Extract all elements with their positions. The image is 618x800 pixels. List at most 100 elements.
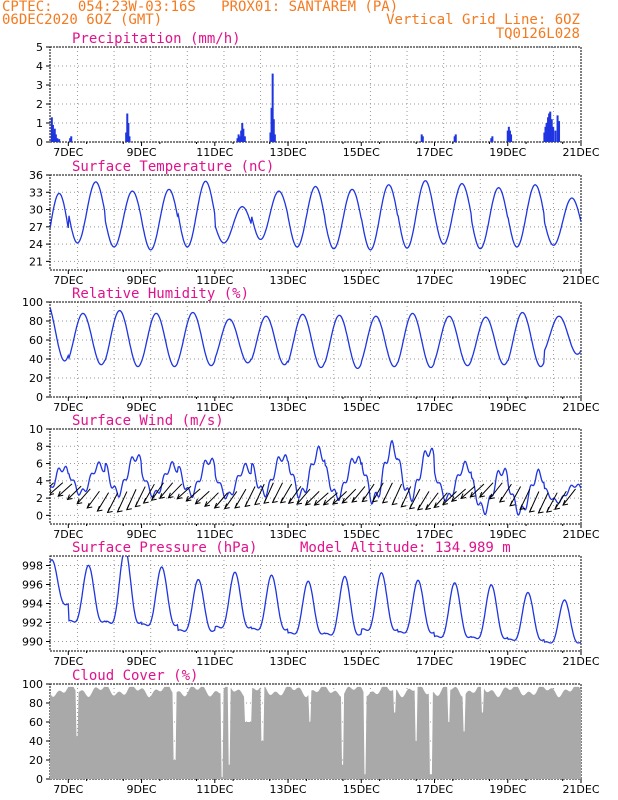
- wind-arrowhead: [279, 497, 286, 504]
- precip-bar: [490, 138, 493, 142]
- precip-bar: [70, 136, 73, 142]
- wind-arrowhead: [498, 496, 505, 503]
- precip-title: Precipitation (mm/h): [72, 31, 241, 47]
- precip-bar: [454, 134, 457, 142]
- pres-ytick-label: 994: [22, 598, 43, 611]
- wind-arrowhead: [400, 501, 407, 508]
- wind-ytick-label: 2: [36, 492, 43, 505]
- pres-frame: [49, 555, 582, 652]
- wind-arrow: [417, 491, 430, 511]
- precip-xtick-label: 9DEC: [126, 146, 156, 159]
- wind-arrow: [204, 492, 219, 507]
- temp-ytick-label: 21: [29, 255, 43, 268]
- rh-ytick-label: 20: [29, 372, 43, 385]
- rh-frame: [49, 301, 582, 398]
- rh-ytick-label: 40: [29, 353, 43, 366]
- wind-arrowhead: [244, 501, 251, 508]
- precip-bar: [548, 113, 551, 142]
- pres-title: Surface Pressure (hPa): [72, 540, 257, 556]
- precip-bar: [126, 113, 129, 142]
- wind-arrowhead: [106, 507, 113, 514]
- wind-arrow: [224, 491, 238, 509]
- precip-bar: [270, 107, 273, 142]
- wind-arrowhead: [545, 506, 552, 513]
- wind-arrowhead: [460, 493, 467, 500]
- wind-arrowhead: [254, 499, 260, 506]
- wind-arrowhead: [381, 497, 388, 504]
- pres-ytick-label: 996: [22, 579, 43, 592]
- wind-arrow: [314, 492, 329, 506]
- precip-xtick-label: 21DEC: [562, 146, 599, 159]
- wind-arrow: [341, 488, 357, 504]
- wind-arrow: [195, 490, 210, 505]
- wind-arrowhead: [408, 503, 415, 510]
- precip-bar: [52, 132, 55, 142]
- precip-bar: [453, 136, 456, 142]
- wind-arrow: [185, 488, 201, 502]
- wind-arrowhead: [287, 498, 294, 504]
- wind-arrowhead: [478, 491, 485, 498]
- wind-arrowhead: [433, 502, 440, 509]
- precip-bar: [491, 136, 494, 142]
- pres-annotation: Model Altitude: 134.989 m: [300, 540, 511, 556]
- precip-ytick-label: 2: [36, 98, 43, 111]
- precip-bar: [544, 126, 547, 142]
- wind-arrow: [562, 488, 576, 506]
- wind-arrowhead: [341, 497, 348, 504]
- wind-arrowhead: [158, 493, 165, 499]
- temp-title: Surface Temperature (nC): [72, 159, 274, 175]
- wind-arrowhead: [185, 495, 192, 502]
- wind-xtick-label: 21DEC: [562, 528, 599, 541]
- precip-bar: [236, 138, 239, 142]
- rh-xtick-label: 9DEC: [126, 401, 156, 414]
- precip-bar: [420, 134, 423, 142]
- wind-series: [50, 439, 581, 516]
- wind-arrowhead: [528, 506, 535, 513]
- wind-arrowhead: [223, 503, 230, 510]
- precip-bar: [506, 130, 509, 142]
- wind-arrow: [433, 492, 448, 508]
- wind-arrowhead: [322, 499, 329, 506]
- wind-xtick-label: 7DEC: [53, 528, 83, 541]
- wind-arrow: [280, 483, 293, 503]
- wind-arrow: [151, 482, 164, 501]
- cloud-title: Cloud Cover (%): [72, 668, 198, 684]
- temp-xtick-label: 11DEC: [196, 274, 233, 287]
- temp-ytick-label: 36: [29, 169, 43, 182]
- header-date: 06DEC2020 6OZ (GMT): [2, 12, 163, 28]
- rh-title: Relative Humidity (%): [72, 286, 249, 302]
- precip-series: [50, 73, 561, 142]
- wind-arrowhead: [57, 491, 64, 497]
- temp-ytick-label: 24: [29, 238, 43, 251]
- pres-line: [50, 556, 581, 644]
- wind-arrowhead: [554, 504, 560, 510]
- pres-xtick-label: 13DEC: [269, 655, 306, 668]
- wind-arrow: [425, 492, 439, 510]
- wind-arrow: [460, 485, 476, 499]
- wind-frame: [49, 428, 582, 525]
- precip-bar: [545, 123, 548, 142]
- pres-xtick-label: 9DEC: [126, 655, 156, 668]
- wind-arrowhead: [271, 497, 278, 504]
- wind-arrowhead: [313, 499, 320, 506]
- wind-xtick-label: 9DEC: [126, 528, 156, 541]
- wind-arrow: [442, 490, 457, 505]
- precip-bar: [238, 136, 241, 142]
- precip-bar: [242, 128, 245, 142]
- header-vertical-grid: Vertical Grid Line: 6OZ: [386, 12, 580, 28]
- wind-ytick-label: 0: [36, 509, 43, 522]
- pres-xtick-label: 15DEC: [343, 655, 380, 668]
- wind-arrow: [554, 491, 567, 510]
- wind-arrowhead: [488, 493, 495, 500]
- precip-bar: [558, 121, 561, 142]
- wind-arrowhead: [86, 502, 93, 509]
- cloud-area: [50, 686, 581, 779]
- wind-arrow: [489, 482, 503, 500]
- wind-arrow: [451, 488, 466, 502]
- temp-xtick-label: 21DEC: [562, 274, 599, 287]
- wind-arrowhead: [562, 499, 569, 506]
- wind-ytick-label: 8: [36, 440, 43, 453]
- wind-arrow: [57, 483, 73, 497]
- precip-xtick-label: 13DEC: [269, 146, 306, 159]
- wind-xtick-label: 15DEC: [343, 528, 380, 541]
